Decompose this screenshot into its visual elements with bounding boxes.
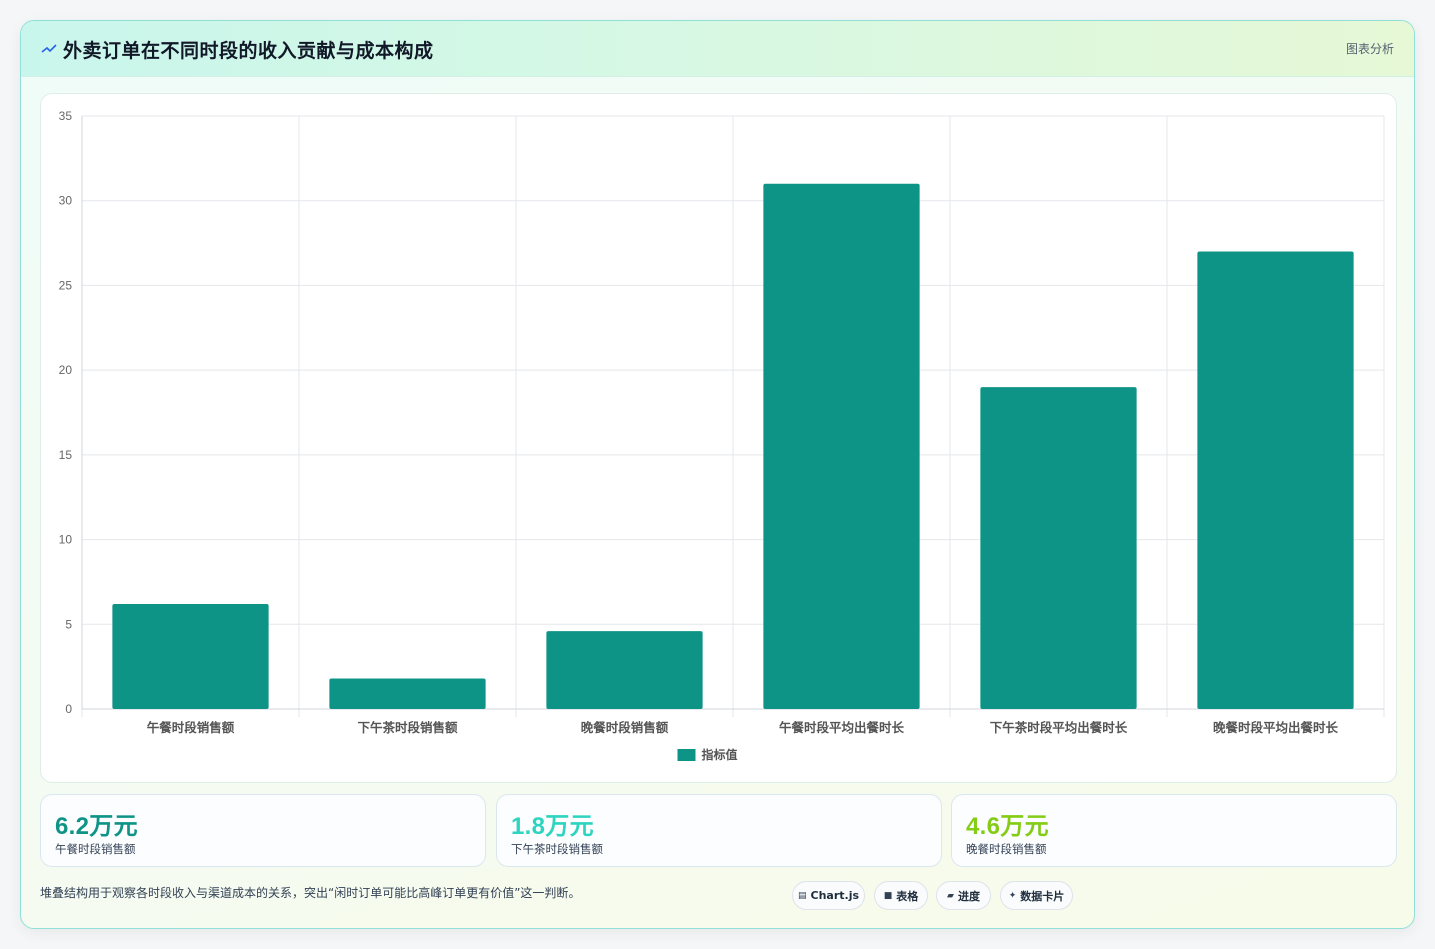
y-tick-label: 35 bbox=[59, 109, 73, 123]
stat-label: 午餐时段销售额 bbox=[55, 842, 136, 856]
chart-container: 0 5 10 15 20 25 30 35 午餐时段销售额 下午茶时段销售额 晚餐时段销售额 午餐时段… bbox=[40, 93, 1397, 783]
chip-table[interactable]: ■ 表格 bbox=[874, 881, 928, 910]
chart-icon: ▤ bbox=[797, 890, 807, 901]
y-tick-label: 25 bbox=[59, 278, 73, 292]
x-tick-label: 午餐时段平均出餐时长 bbox=[779, 720, 905, 735]
chip-label: Chart.js bbox=[810, 889, 860, 902]
stat-value: 6.2万元 bbox=[55, 813, 138, 840]
table-icon: ■ bbox=[883, 890, 893, 901]
bar bbox=[112, 603, 269, 709]
y-tick-label: 10 bbox=[59, 533, 73, 547]
stat-value: 4.6万元 bbox=[966, 813, 1049, 840]
chip-chartjs[interactable]: ▤ Chart.js bbox=[792, 881, 865, 910]
header-tag: 图表分析 bbox=[1345, 42, 1394, 56]
bar-chart: 0 5 10 15 20 25 30 35 午餐时段销售额 下午茶时段销售额 晚餐时段销售额 午餐时段… bbox=[59, 109, 1385, 762]
stat-value: 1.8万元 bbox=[511, 813, 594, 840]
chip-label: 数据卡片 bbox=[1020, 889, 1065, 903]
stat-label: 下午茶时段销售额 bbox=[511, 842, 603, 856]
y-tick-label: 20 bbox=[59, 363, 73, 377]
chip-data-card[interactable]: ✦ 数据卡片 bbox=[1000, 881, 1073, 910]
bar bbox=[763, 183, 920, 709]
x-tick-label: 晚餐时段平均出餐时长 bbox=[1213, 720, 1339, 735]
legend-swatch bbox=[677, 749, 696, 761]
x-tick-label: 晚餐时段销售额 bbox=[581, 720, 669, 735]
stat-card-dinner: 4.6万元 晚餐时段销售额 bbox=[951, 794, 1397, 867]
progress-icon: ▰ bbox=[947, 890, 954, 901]
dashboard-card: 外卖订单在不同时段的收入贡献与成本构成 图表分析 0 5 10 15 20 25 30 35 午… bbox=[20, 20, 1415, 929]
x-tick-label: 下午茶时段销售额 bbox=[357, 720, 458, 735]
bar bbox=[1197, 251, 1354, 710]
chip-label: 进度 bbox=[957, 889, 980, 903]
x-tick-label: 午餐时段销售额 bbox=[147, 720, 235, 735]
legend-label: 指标值 bbox=[702, 747, 738, 762]
card-header: 外卖订单在不同时段的收入贡献与成本构成 图表分析 bbox=[21, 21, 1414, 77]
y-tick-label: 0 bbox=[65, 702, 72, 716]
footer-note: 堆叠结构用于观察各时段收入与渠道成本的关系，突出“闲时订单可能比高峰订单更有价值… bbox=[40, 886, 581, 900]
trend-icon bbox=[41, 44, 57, 53]
stat-card-lunch: 6.2万元 午餐时段销售额 bbox=[40, 794, 486, 867]
y-tick-label: 15 bbox=[59, 448, 73, 462]
chip-label: 表格 bbox=[896, 889, 919, 903]
stat-card-afternoon-tea: 1.8万元 下午茶时段销售额 bbox=[496, 794, 942, 867]
bar bbox=[980, 387, 1137, 709]
page-title: 外卖订单在不同时段的收入贡献与成本构成 bbox=[63, 40, 434, 62]
y-tick-label: 5 bbox=[65, 617, 72, 631]
card-icon: ✦ bbox=[1008, 890, 1017, 901]
chip-progress[interactable]: ▰ 进度 bbox=[936, 881, 991, 910]
bar bbox=[546, 631, 703, 709]
y-tick-label: 30 bbox=[59, 194, 73, 208]
bar bbox=[329, 678, 486, 709]
x-tick-label: 下午茶时段平均出餐时长 bbox=[990, 720, 1128, 735]
stat-label: 晚餐时段销售额 bbox=[966, 842, 1047, 856]
